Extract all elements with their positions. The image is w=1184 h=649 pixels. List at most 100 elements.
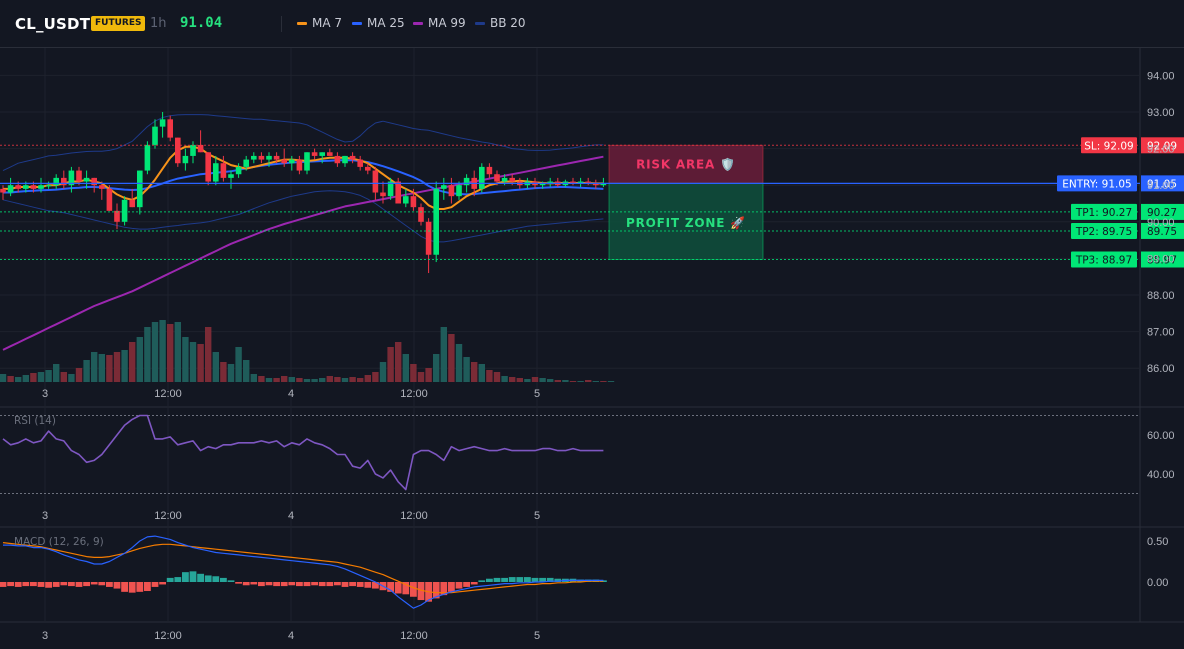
candle-body	[273, 155, 280, 160]
legend-bb20[interactable]: BB 20	[475, 16, 526, 30]
volume-bar	[227, 364, 235, 382]
candle-body	[334, 155, 341, 164]
timeframe-label[interactable]: 1h	[150, 16, 167, 31]
volume-bar	[455, 344, 463, 382]
volume-bar	[296, 378, 303, 382]
legend-ma25[interactable]: MA 25	[352, 16, 405, 30]
trade-levels: SL: 92.09 92.09 ENTRY: 91.05 91.05 TP1: 90.2…	[0, 137, 1184, 268]
macd-histogram-bar	[470, 582, 478, 585]
candle-body	[45, 185, 52, 187]
macd-histogram-bar	[432, 582, 440, 599]
macd-tick-label: 0.50	[1147, 536, 1168, 548]
macd-histogram-bar	[151, 582, 159, 587]
price-pane[interactable]: RISK AREA 🛡️ PROFIT ZONE 🚀 SL: 92.09 92.09…	[0, 112, 1184, 382]
volume-bar	[516, 378, 523, 382]
macd-histogram-bar	[7, 582, 14, 587]
macd-histogram-bar	[189, 571, 197, 582]
rsi-tick-label: 40.00	[1147, 469, 1175, 481]
volume-bar	[22, 375, 29, 382]
volume-bar	[53, 364, 60, 382]
candle-body	[167, 119, 173, 138]
candle-body	[144, 144, 151, 171]
volume-bar	[7, 376, 14, 382]
candle-body	[395, 181, 401, 204]
candle-body	[342, 155, 348, 164]
bb-upper-line	[2, 114, 604, 172]
macd-histogram-bar	[14, 582, 22, 587]
price-time-label: 12:00	[154, 388, 182, 400]
macd-histogram-bar	[440, 582, 448, 596]
candle-body	[190, 144, 196, 156]
volume-bar	[471, 362, 478, 382]
rsi-tick-label: 60.00	[1147, 430, 1175, 442]
macd-histogram-bar	[265, 582, 273, 586]
chart-header: CL_USDT FUTURES 1h 91.04 MA 7 MA 25 MA 9…	[0, 0, 1184, 48]
candle-body	[570, 181, 576, 184]
volume-bar	[501, 376, 508, 382]
candle-body	[387, 181, 394, 197]
macd-time-label: 5	[534, 630, 540, 642]
ma25-line	[3, 159, 604, 196]
volume-bar	[463, 357, 470, 382]
volume-bar	[493, 372, 501, 382]
stop-loss-axis-tag	[1141, 137, 1184, 154]
candle-body	[175, 137, 181, 164]
take-profit-3-axis-tag	[1141, 251, 1184, 268]
candle-body	[258, 155, 265, 160]
candle-body	[296, 159, 303, 171]
price-tick-label: 86.00	[1147, 363, 1175, 375]
macd-signal-line	[2, 542, 604, 594]
macd-histogram-bar	[220, 577, 227, 582]
rsi-pane[interactable]: RSI (14)	[0, 414, 1140, 494]
candle-body	[182, 155, 189, 164]
macd-histogram-bar	[463, 582, 470, 587]
volume-bar	[235, 347, 242, 382]
price-tick-label: 94.00	[1147, 70, 1175, 82]
volume-bar	[319, 378, 326, 382]
macd-histogram-bar	[83, 582, 90, 587]
candle-body	[327, 152, 333, 156]
macd-title: MACD (12, 26, 9)	[14, 536, 104, 548]
volume-bar	[577, 381, 584, 382]
volume-bar	[433, 354, 440, 382]
volume-bar	[539, 378, 546, 382]
header-divider	[281, 16, 282, 32]
symbol-name[interactable]: CL_USDT	[15, 15, 91, 33]
macd-histogram-bar	[508, 577, 516, 582]
candle-body	[205, 152, 211, 182]
axes: 94.00 93.00 92.00 91.00 90.00 89.00 88.00 87.00…	[42, 70, 1175, 642]
candle-body	[235, 166, 242, 175]
macd-pane[interactable]: MACD (12, 26, 9)	[0, 535, 607, 609]
volume-bar	[98, 354, 105, 382]
candle-body	[456, 185, 462, 197]
candle-body	[600, 183, 607, 186]
legend-ma99[interactable]: MA 99	[413, 16, 466, 30]
volume-bar	[379, 362, 387, 382]
macd-histogram-bar	[52, 582, 60, 587]
price-time-label: 3	[42, 388, 48, 400]
candle-body	[593, 183, 599, 186]
legend-ma7[interactable]: MA 7	[297, 16, 342, 30]
volume-bar	[159, 320, 166, 382]
macd-histogram-bar	[554, 578, 562, 582]
candle-body	[0, 188, 6, 193]
take-profit-1-tag-label: TP1: 90.27	[1075, 207, 1132, 219]
macd-histogram-bar	[296, 582, 303, 587]
volume-bar	[364, 375, 371, 382]
macd-histogram-bar	[174, 577, 182, 582]
candles[interactable]	[0, 112, 607, 274]
candle-body	[114, 210, 120, 222]
entry-axis-tag	[1141, 175, 1184, 192]
macd-time-label: 12:00	[154, 630, 182, 642]
macd-histogram-bar	[22, 582, 30, 587]
volume-bar	[136, 337, 143, 382]
candle-body	[91, 177, 97, 186]
volume-bar	[197, 344, 204, 382]
ma99-line	[2, 155, 604, 351]
candle-body	[228, 174, 234, 178]
price-tick-label: 93.00	[1147, 107, 1175, 119]
macd-histogram-bar	[356, 582, 364, 587]
candle-body	[319, 152, 325, 156]
macd-histogram-bar	[539, 577, 546, 582]
